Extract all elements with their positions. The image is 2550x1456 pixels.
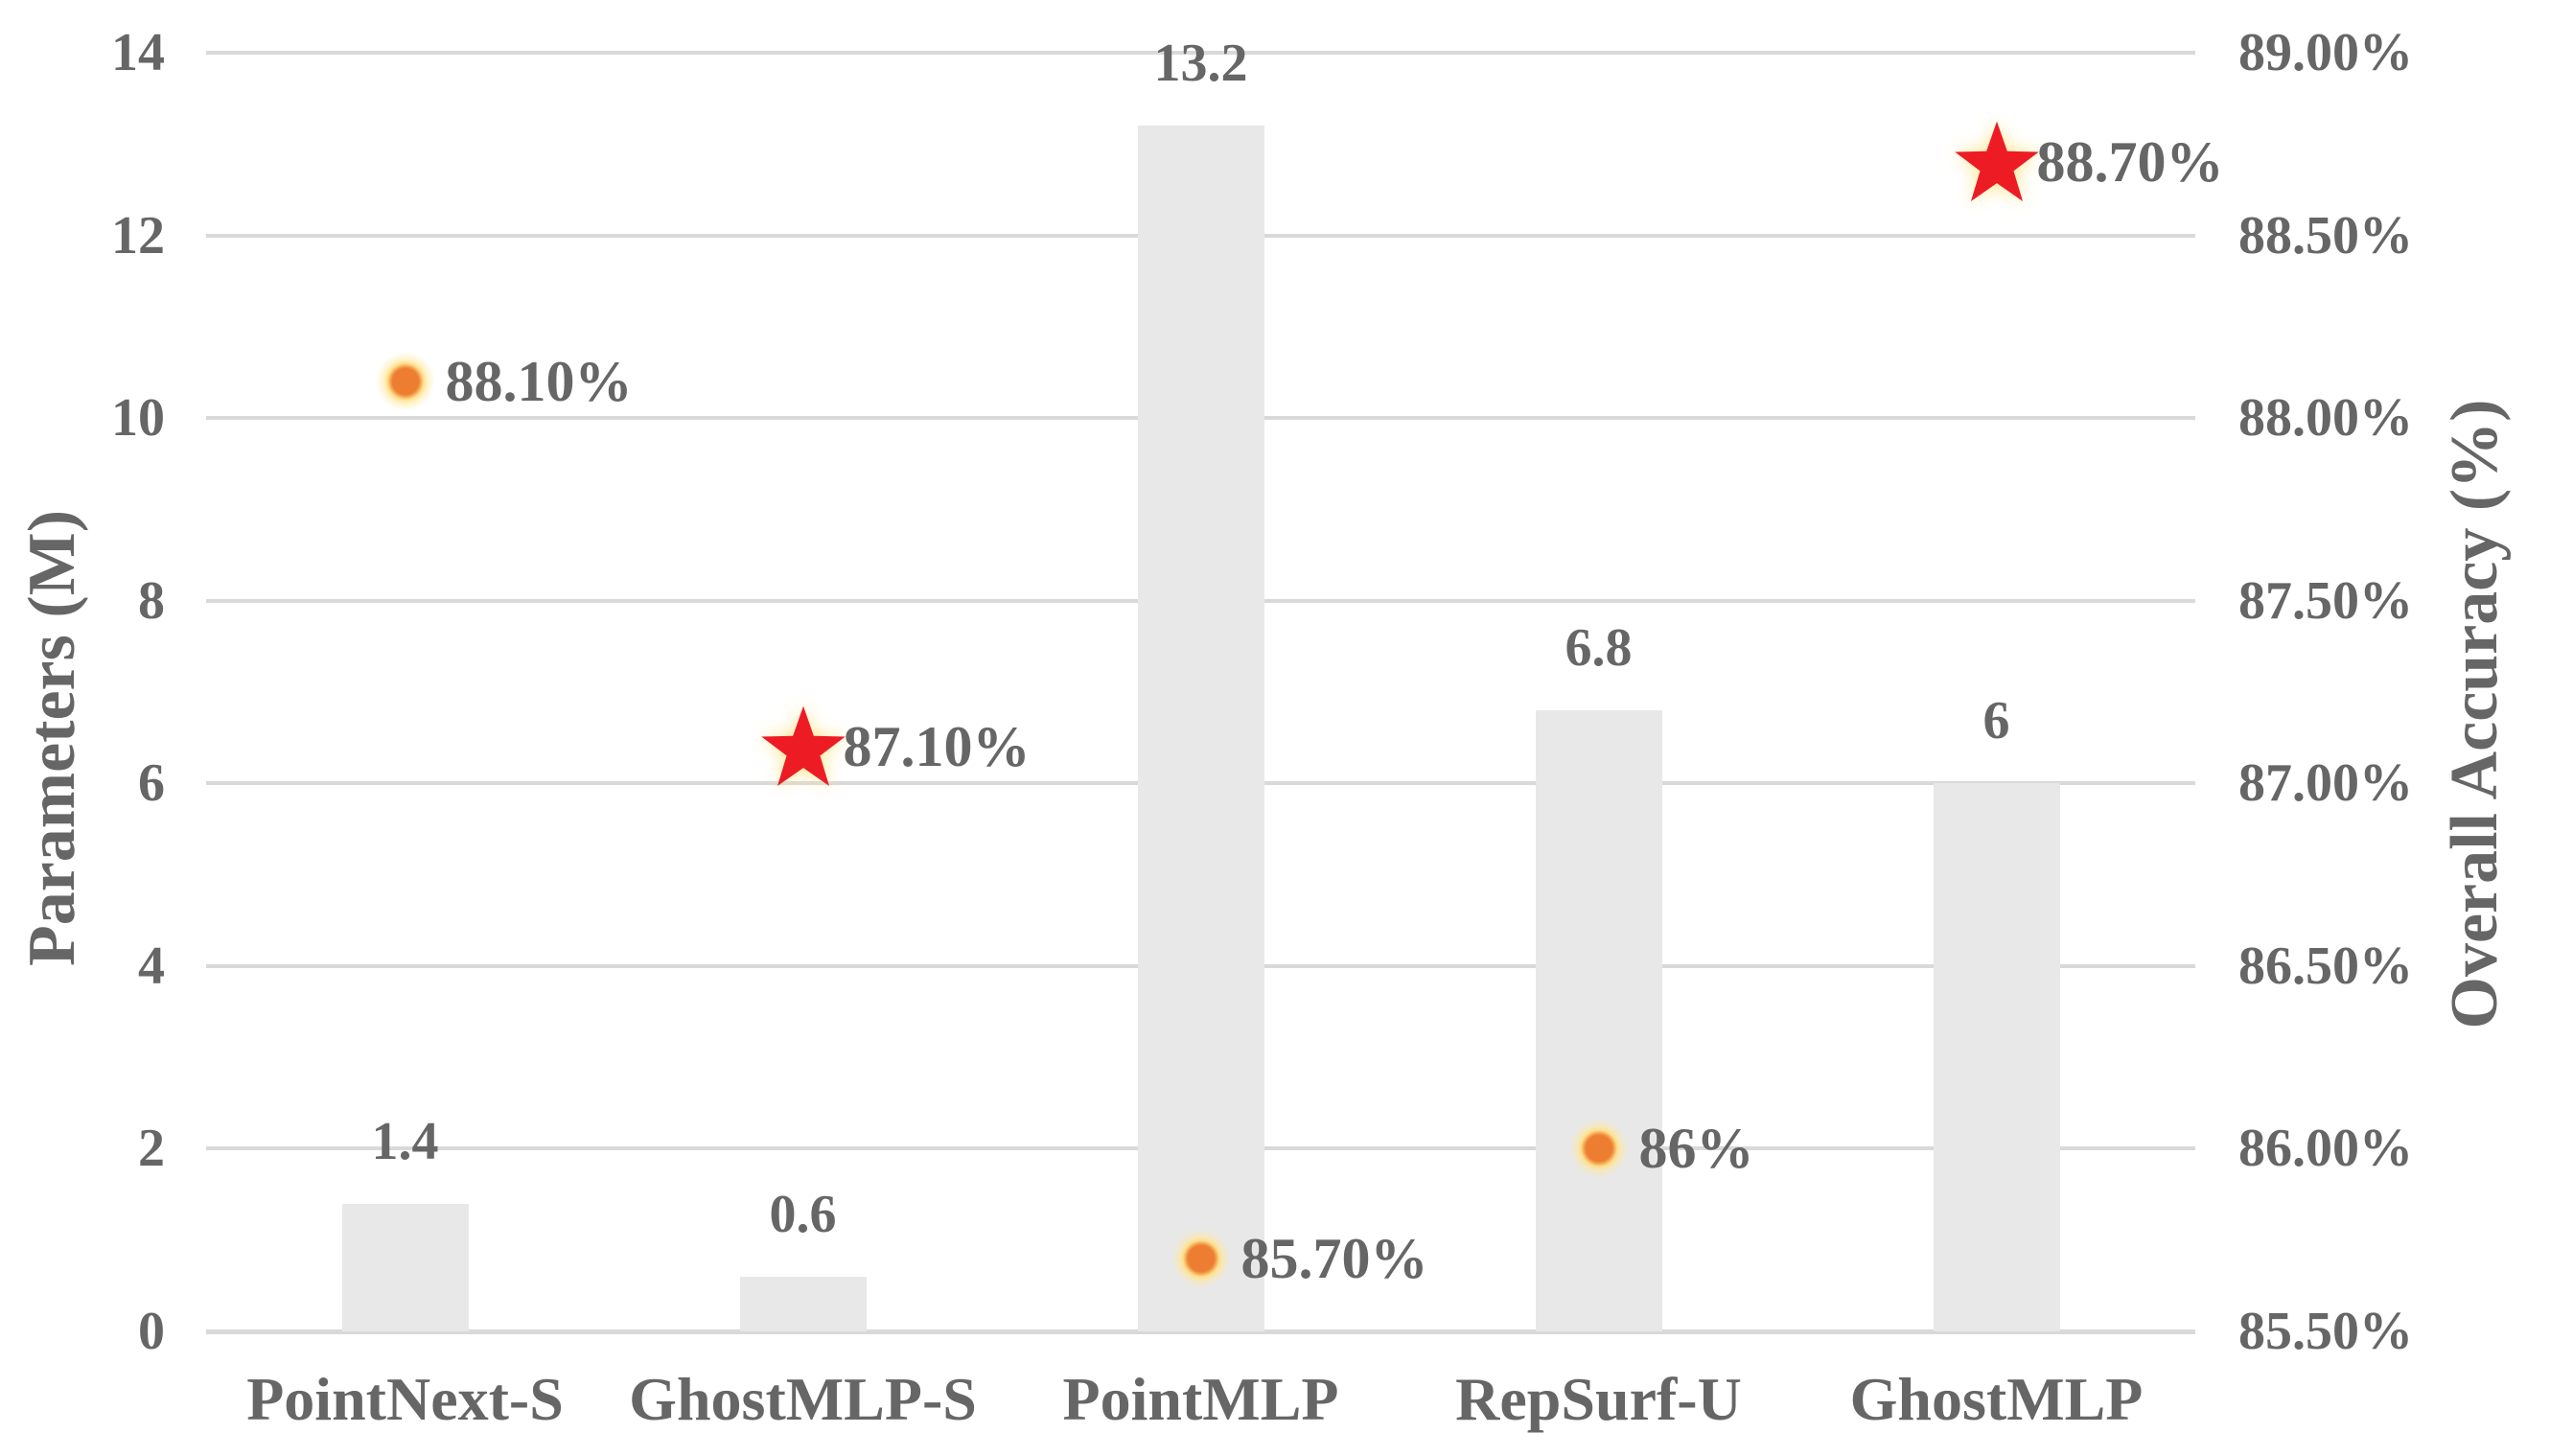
bar-value-label: 0.6 [769, 1184, 837, 1244]
bar-value-label: 13.2 [1153, 34, 1248, 94]
left-axis-tick: 14 [111, 23, 165, 82]
left-axis-title: Parameters (M) [15, 509, 89, 967]
left-axis-tick: 6 [138, 753, 165, 814]
bar-value-label: 1.4 [371, 1111, 439, 1171]
right-axis-tick: 86.50% [2238, 936, 2413, 996]
bar [1137, 126, 1264, 1331]
category-label-pointmlp: PointMLP [1062, 1365, 1339, 1433]
right-axis-tick: 89.00% [2238, 23, 2413, 82]
marker-value-label: 88.70% [2036, 130, 2224, 195]
marker-value-label: 88.10% [445, 350, 633, 414]
right-axis-tick: 85.50% [2238, 1302, 2413, 1361]
accuracy-dot-marker [1567, 1118, 1630, 1180]
right-axis-tick: 86.00% [2238, 1119, 2413, 1179]
accuracy-star-marker [1953, 119, 2041, 205]
right-axis-tick: 88.50% [2238, 205, 2413, 266]
category-label-ghostmlp: GhostMLP [1849, 1365, 2144, 1433]
marker-value-label: 87.10% [843, 715, 1031, 779]
category-axis-line [206, 1329, 2195, 1334]
marker-value-label: 85.70% [1240, 1226, 1428, 1290]
left-axis-tick: 2 [138, 1119, 165, 1179]
left-axis-tick: 0 [138, 1302, 165, 1361]
left-axis-tick: 10 [111, 388, 165, 449]
left-axis-tick: 4 [138, 936, 165, 996]
accuracy-dot-marker [1170, 1227, 1232, 1289]
accuracy-star-marker [759, 704, 847, 790]
gridline [206, 51, 2195, 55]
bar [1933, 783, 2060, 1331]
left-axis-tick: 8 [138, 570, 165, 631]
right-axis-tick: 87.00% [2238, 753, 2413, 814]
accuracy-dot-marker [374, 351, 436, 413]
category-label-repsurf-u: RepSurf-U [1455, 1365, 1742, 1433]
category-label-ghostmlp-s: GhostMLP-S [629, 1365, 977, 1433]
right-axis-tick: 87.50% [2238, 570, 2413, 631]
bar-value-label: 6.8 [1565, 618, 1633, 679]
bar [341, 1203, 469, 1331]
marker-value-label: 86% [1638, 1117, 1754, 1181]
right-axis-title: Overall Accuracy (%) [2438, 399, 2512, 1029]
bar [739, 1276, 867, 1331]
right-axis-tick: 88.00% [2238, 388, 2413, 449]
category-label-pointnext-s: PointNext-S [246, 1365, 564, 1433]
bar [1535, 710, 1662, 1331]
bar-value-label: 6 [1982, 691, 2010, 751]
left-axis-tick: 12 [111, 205, 165, 266]
